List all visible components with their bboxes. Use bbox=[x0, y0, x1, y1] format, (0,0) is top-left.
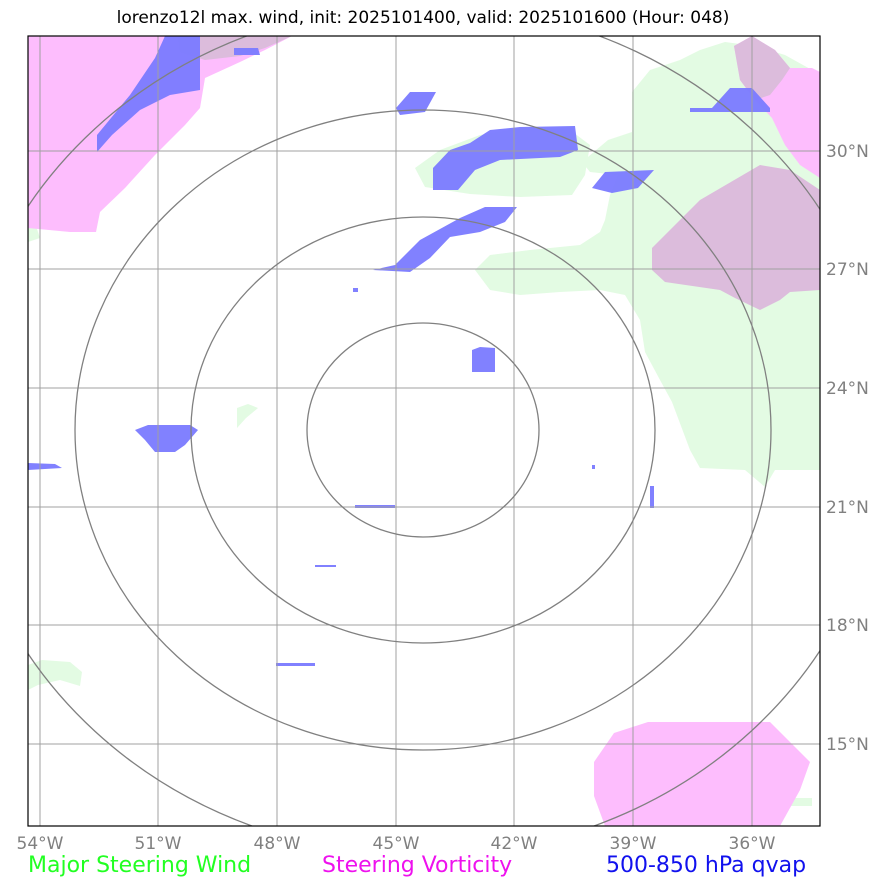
legend-steering-wind: Major Steering Wind bbox=[28, 853, 252, 878]
overlap-area-northeast bbox=[734, 36, 790, 100]
map-title: lorenzo12l max. wind, init: 2025101400, … bbox=[116, 8, 730, 28]
lat-tick-label: 15°N bbox=[826, 735, 869, 755]
lon-tick-labels: 54°W 51°W 48°W 45°W 42°W 39°W 36°W bbox=[17, 834, 776, 854]
qvap-area-west bbox=[135, 425, 198, 452]
wind-area-small-center bbox=[237, 404, 258, 428]
range-ring-1 bbox=[306, 322, 540, 538]
qvap-area-thin-1 bbox=[650, 486, 654, 508]
overlap-area-east bbox=[652, 165, 820, 310]
lat-tick-label: 30°N bbox=[826, 142, 869, 162]
lat-tick-label: 24°N bbox=[826, 379, 869, 399]
qvap-area-small-north bbox=[396, 92, 436, 115]
lat-tick-label: 21°N bbox=[826, 498, 869, 518]
vorticity-area-southeast bbox=[594, 722, 810, 826]
lat-lon-grid bbox=[28, 36, 820, 826]
qvap-area-center bbox=[472, 347, 495, 372]
range-rings bbox=[28, 36, 820, 826]
vorticity-area-northwest bbox=[28, 36, 292, 232]
range-ring-3 bbox=[74, 109, 772, 751]
qvap-area-dot-2 bbox=[592, 465, 595, 469]
qvap-area-east-small bbox=[592, 170, 654, 193]
legend-steering-vorticity: Steering Vorticity bbox=[322, 853, 513, 878]
wind-area-east bbox=[475, 42, 820, 487]
wind-area-west bbox=[28, 660, 82, 690]
lon-tick-label: 39°W bbox=[610, 834, 657, 854]
qvap-area-north-blob bbox=[433, 126, 578, 190]
wind-area-se bbox=[790, 798, 812, 806]
qvap-area-far-west bbox=[28, 463, 62, 470]
lon-tick-label: 51°W bbox=[135, 834, 182, 854]
lon-tick-label: 48°W bbox=[254, 834, 301, 854]
lat-tick-labels: 30°N 27°N 24°N 21°N 18°N 15°N bbox=[826, 142, 869, 755]
plot-border bbox=[27, 35, 821, 827]
lon-tick-label: 42°W bbox=[491, 834, 538, 854]
legend-qvap: 500-850 hPa qvap bbox=[606, 853, 807, 878]
lon-tick-label: 36°W bbox=[729, 834, 776, 854]
qvap-area-thin-3 bbox=[315, 565, 336, 567]
range-ring-2 bbox=[190, 216, 656, 644]
qvap-area-nw bbox=[97, 36, 200, 152]
qvap-area-dot bbox=[353, 288, 358, 292]
qvap-area-thin-4 bbox=[276, 663, 315, 666]
lon-tick-label: 54°W bbox=[17, 834, 64, 854]
lat-tick-label: 18°N bbox=[826, 616, 869, 636]
qvap-area-ne-strip bbox=[690, 88, 770, 112]
qvap-area-north-strip bbox=[234, 48, 260, 55]
lon-tick-label: 45°W bbox=[373, 834, 420, 854]
lat-tick-label: 27°N bbox=[826, 260, 869, 280]
